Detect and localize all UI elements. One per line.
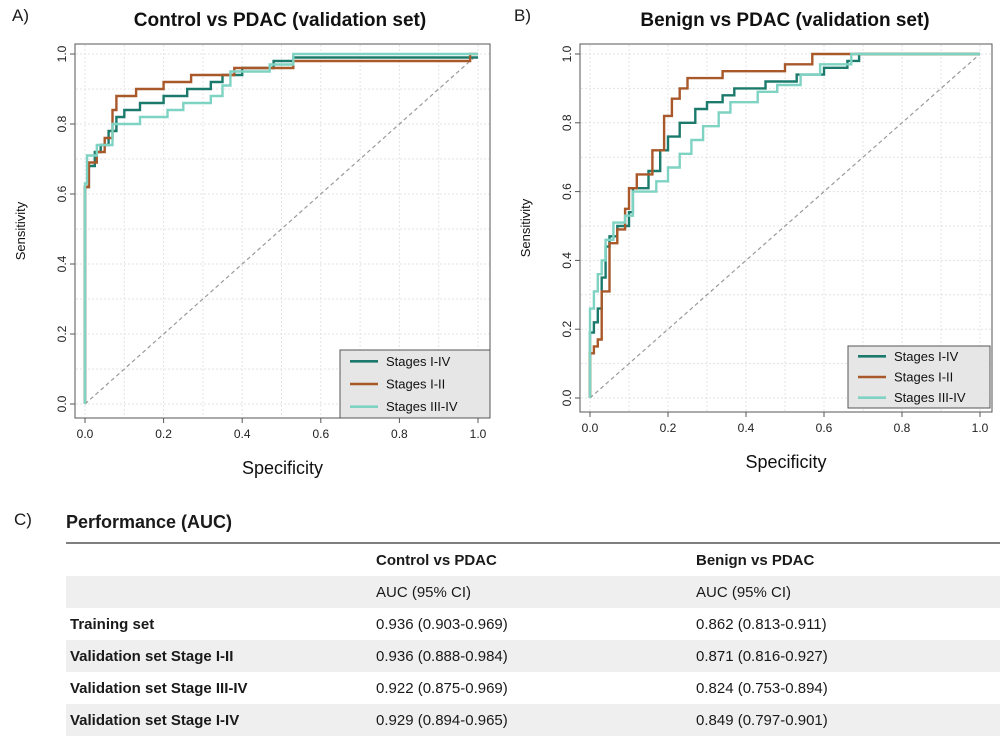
- y-tick-label: 0.4: [560, 252, 574, 269]
- panel-label-a: A): [12, 6, 29, 25]
- table-title: Performance (AUC): [66, 512, 233, 532]
- x-tick-label: 0.0: [582, 421, 599, 435]
- y-tick-label: 0.0: [560, 389, 574, 406]
- table-row: Validation set Stage I-II 0.936 (0.888-0…: [66, 640, 1000, 672]
- x-tick-label: 0.6: [312, 427, 329, 441]
- roc-charts: 0.0 0.2 0.4 0.6 0.8 1.0 0.0 0.2 0.4 0.6 0.8 1.0 Cont…: [13, 10, 993, 478]
- table-cell: Validation set Stage III-IV: [70, 679, 248, 697]
- y-tick-label: 0.6: [55, 185, 69, 202]
- series-line-stages-i-iv: [588, 52, 980, 398]
- table-cell: 0.922 (0.875-0.969): [376, 679, 508, 697]
- x-axis-label: Specificity: [745, 452, 826, 472]
- table-cell: Validation set Stage I-IV: [70, 711, 240, 729]
- table-row: Training set 0.936 (0.903-0.969) 0.862 (…: [66, 608, 1000, 640]
- table-row: Validation set Stage III-IV 0.922 (0.875…: [66, 672, 1000, 704]
- x-tick-label: 1.0: [972, 421, 989, 435]
- table-row: AUC (95% CI) AUC (95% CI): [66, 576, 1000, 608]
- table-cell: 0.849 (0.797-0.901): [696, 711, 828, 729]
- table-header-row: Control vs PDAC Benign vs PDAC: [66, 542, 1000, 576]
- series-line-stages-i-ii: [83, 52, 478, 404]
- table-cell: 0.936 (0.888-0.984): [376, 647, 508, 665]
- x-tick-label: 1.0: [470, 427, 487, 441]
- legend-label: Stages I-IV: [894, 349, 959, 364]
- y-tick-label: 0.4: [55, 255, 69, 272]
- legend-label: Stages I-IV: [386, 354, 451, 369]
- roc-chart-benign: 0.0 0.2 0.4 0.6 0.8 1.0 0.0 0.2 0.4 0.6 0.8 1.0 Beni…: [518, 10, 993, 472]
- table-cell: [66, 576, 372, 608]
- series-line-stages-i-ii: [588, 52, 980, 398]
- table-cell: 0.936 (0.903-0.969): [376, 615, 508, 633]
- legend: Stages I-IV Stages I-II Stages III-IV: [339, 349, 491, 419]
- legend-label: Stages I-II: [894, 370, 953, 385]
- table-header-blank: [66, 542, 372, 576]
- y-tick-label: 1.0: [560, 45, 574, 62]
- x-tick-label: 0.6: [816, 421, 833, 435]
- legend: Stages I-IV Stages I-II Stages III-IV: [847, 345, 991, 409]
- y-axis-label: Sensitivity: [518, 198, 533, 257]
- table-row: Validation set Stage I-IV 0.929 (0.894-0…: [66, 704, 1000, 736]
- table-header-control-vs-pdac: Control vs PDAC: [372, 542, 692, 576]
- x-tick-label: 0.0: [77, 427, 94, 441]
- legend-label: Stages III-IV: [894, 390, 966, 405]
- table-cell: AUC (95% CI): [696, 583, 792, 601]
- y-axis-label: Sensitivity: [13, 201, 28, 260]
- diagonal-reference-line: [84, 53, 479, 405]
- x-tick-label: 0.4: [738, 421, 755, 435]
- series-line-stages-iii-iv: [83, 52, 478, 404]
- x-tick-label: 0.8: [894, 421, 911, 435]
- diagonal-reference-line: [589, 53, 981, 399]
- table-header-benign-vs-pdac: Benign vs PDAC: [692, 542, 1000, 576]
- performance-table: Control vs PDAC Benign vs PDAC AUC (95% …: [66, 542, 1000, 736]
- y-tick-label: 0.2: [55, 325, 69, 342]
- legend-label: Stages I-II: [386, 377, 445, 392]
- panel-label-c: C): [14, 510, 32, 529]
- legend-label: Stages III-IV: [386, 399, 458, 414]
- panel-label-b: B): [514, 6, 531, 25]
- y-tick-label: 1.0: [55, 45, 69, 62]
- table-cell: 0.871 (0.816-0.927): [696, 647, 828, 665]
- table-cell: 0.824 (0.753-0.894): [696, 679, 828, 697]
- x-axis-label: Specificity: [242, 458, 323, 478]
- table-cell: Validation set Stage I-II: [70, 647, 234, 665]
- x-tick-label: 0.2: [155, 427, 172, 441]
- table-cell: Training set: [70, 615, 155, 633]
- table-cell: 0.929 (0.894-0.965): [376, 711, 508, 729]
- table-cell: AUC (95% CI): [376, 583, 472, 601]
- chart-title: Control vs PDAC (validation set): [134, 10, 426, 31]
- x-tick-label: 0.2: [660, 421, 677, 435]
- y-tick-label: 0.0: [55, 395, 69, 412]
- x-tick-label: 0.8: [391, 427, 408, 441]
- series-line-stages-iii-iv: [588, 52, 980, 398]
- y-tick-label: 0.6: [560, 183, 574, 200]
- x-tick-label: 0.4: [234, 427, 251, 441]
- y-tick-label: 0.2: [560, 321, 574, 338]
- chart-title: Benign vs PDAC (validation set): [640, 10, 929, 31]
- y-tick-label: 0.8: [560, 114, 574, 131]
- roc-chart-control: 0.0 0.2 0.4 0.6 0.8 1.0 0.0 0.2 0.4 0.6 0.8 1.0 Cont…: [13, 10, 491, 478]
- y-tick-label: 0.8: [55, 115, 69, 132]
- table-cell: 0.862 (0.813-0.911): [696, 615, 827, 633]
